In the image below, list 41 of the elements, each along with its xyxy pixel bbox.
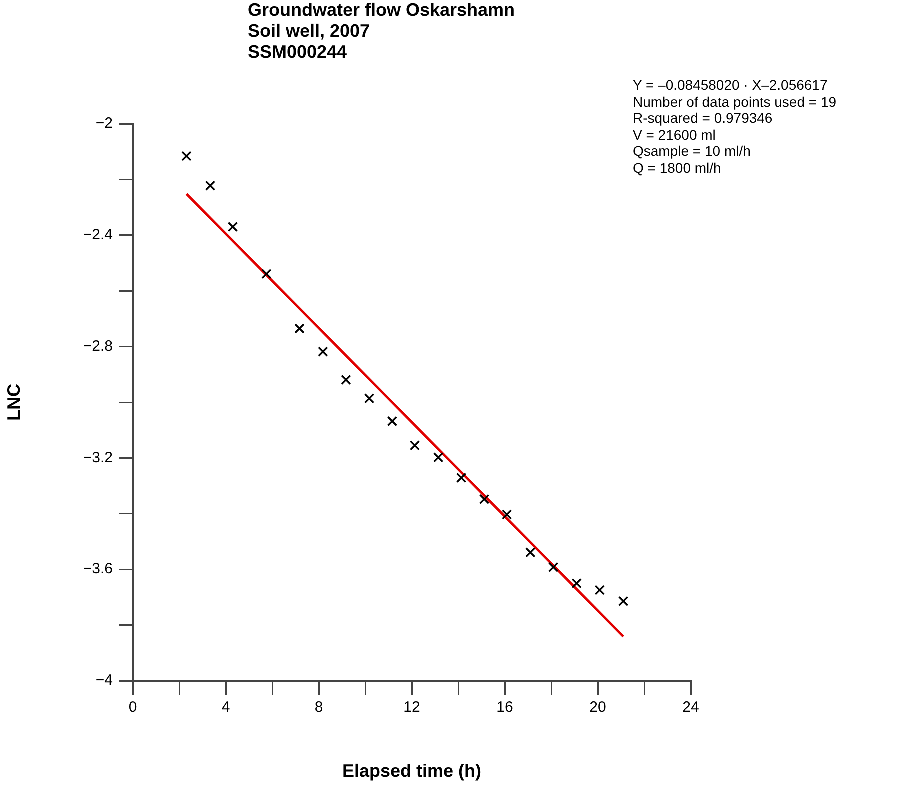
x-tick-label: 0 xyxy=(128,699,138,716)
point xyxy=(364,393,375,404)
x-tick-label: 8 xyxy=(314,699,324,716)
y-tick-label: −4 xyxy=(96,672,113,690)
point xyxy=(433,452,444,463)
x-tick-label: 4 xyxy=(222,699,230,716)
point xyxy=(318,346,328,357)
x-tick-label: 16 xyxy=(496,699,514,716)
text: Number of data points used = 19 xyxy=(633,94,837,110)
y-tick-label: −3.6 xyxy=(83,560,113,578)
point xyxy=(618,596,629,606)
y-tick-label: −3.2 xyxy=(83,449,113,466)
y-tick-label: −2 xyxy=(96,115,113,132)
point xyxy=(341,374,352,386)
annotation: Qsample = 10 ml/h xyxy=(633,143,752,160)
x-tick-label: 24 xyxy=(682,699,700,716)
x-tick-label: 12 xyxy=(404,699,420,716)
point xyxy=(572,578,582,589)
point xyxy=(456,472,467,484)
y-axis-title: LNC xyxy=(4,384,24,421)
text: Y = –0.08458020 · X–2.056617 xyxy=(633,77,829,94)
point xyxy=(205,180,216,191)
y-tick-label: −2.8 xyxy=(83,338,113,355)
point xyxy=(228,222,238,232)
x-tick-label: 20 xyxy=(590,699,606,716)
annotation: V = 21600 ml xyxy=(633,126,717,143)
point xyxy=(479,494,490,505)
x-axis-title: Elapsed time (h) xyxy=(342,761,482,782)
point xyxy=(182,151,192,162)
chart-title: Groundwater flow Oskarshamn Soil well, 2007 SSM000244 xyxy=(248,0,516,63)
point xyxy=(294,324,305,334)
point xyxy=(594,585,606,596)
y-tick-label: −2.4 xyxy=(83,226,113,244)
point xyxy=(502,510,512,520)
point xyxy=(525,547,536,558)
annotation: R-squared = 0.979346 xyxy=(633,110,774,126)
point xyxy=(262,268,272,280)
point xyxy=(410,440,420,451)
point xyxy=(548,562,559,573)
annotation: Q = 1800 ml/h xyxy=(633,160,722,176)
point xyxy=(387,416,398,427)
